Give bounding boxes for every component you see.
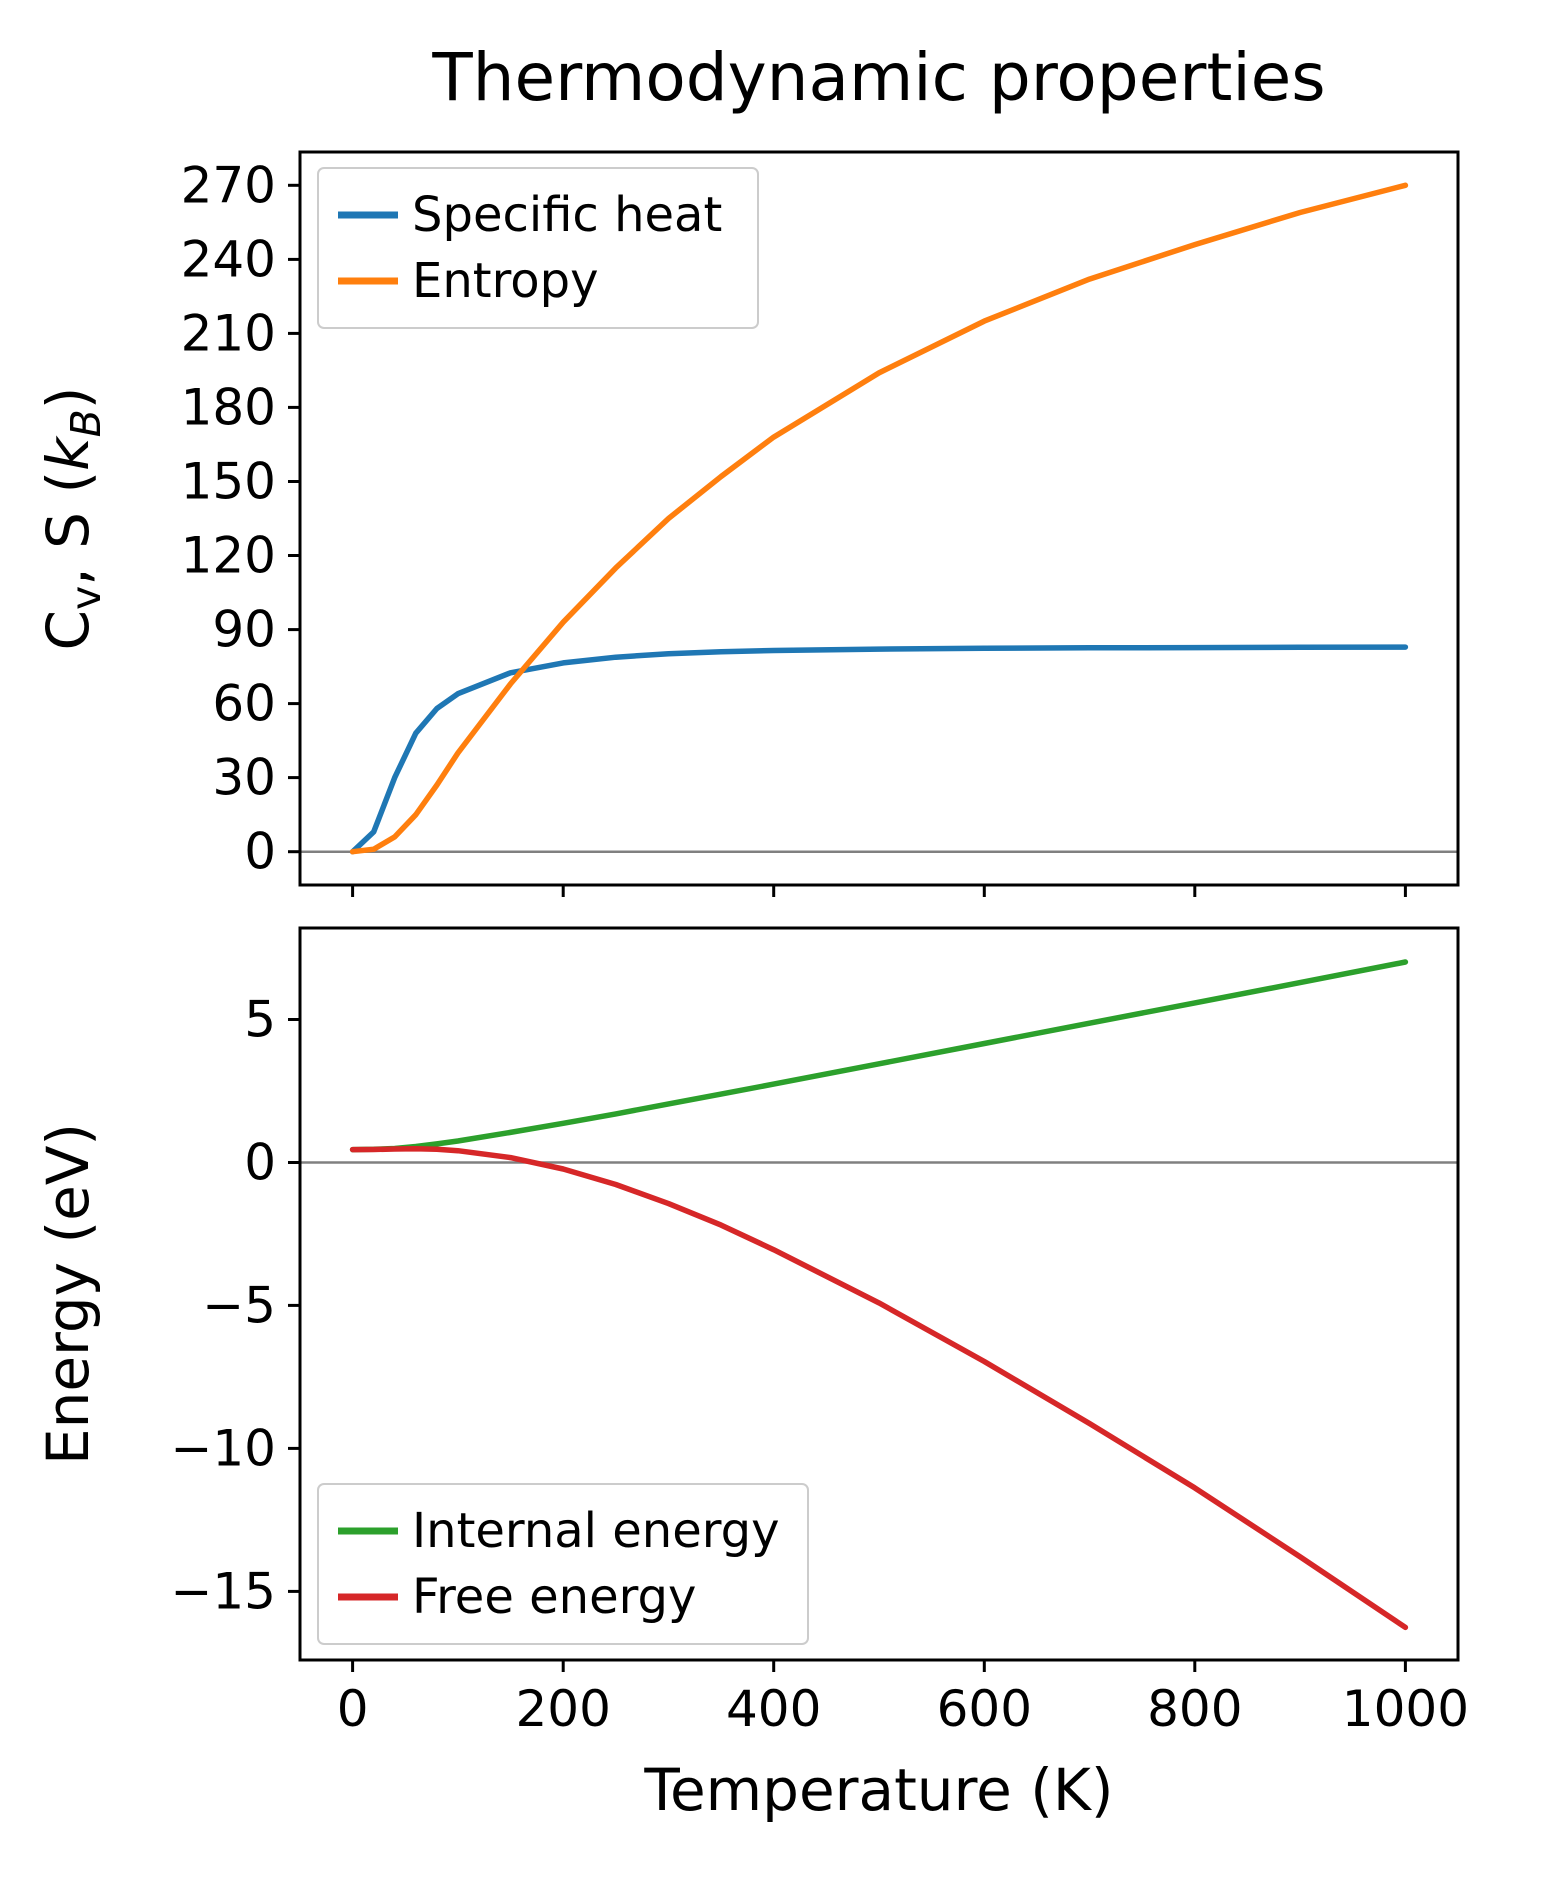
subplot-2: 0 200 400 600 800 1000 −15 −10 −5 0 5 Temperature (… bbox=[34, 926, 1469, 1824]
y-axis-label: Cv, S (kB) bbox=[34, 387, 110, 651]
entropy-line bbox=[349, 182, 1409, 855]
y-tick-label: 5 bbox=[244, 991, 276, 1049]
y-tick-label: 180 bbox=[181, 378, 276, 436]
x-axis-label: Temperature (K) bbox=[643, 1756, 1113, 1824]
y-axis-label: Energy (eV) bbox=[34, 1123, 102, 1465]
legend-label: Internal energy bbox=[412, 1503, 780, 1559]
axes-border bbox=[298, 926, 1460, 1662]
legend-box bbox=[317, 167, 759, 329]
y-tick-label: 270 bbox=[181, 156, 276, 214]
y-tick-label: 30 bbox=[212, 749, 276, 807]
x-tick-label: 400 bbox=[726, 1680, 821, 1738]
y-tick-label: −15 bbox=[170, 1562, 276, 1620]
legend-box bbox=[317, 1483, 809, 1645]
y-tick-label: 120 bbox=[181, 527, 276, 585]
specific-heat-line bbox=[349, 644, 1409, 855]
y-tick-label: 240 bbox=[181, 230, 276, 288]
legend: Specific heat Entropy bbox=[317, 167, 759, 329]
y-tick-label: 0 bbox=[244, 1134, 276, 1192]
y-tick-label: 90 bbox=[212, 601, 276, 659]
x-tick-label: 0 bbox=[337, 1680, 369, 1738]
legend: Internal energy Free energy bbox=[317, 1483, 809, 1645]
subplot-1: 0 30 60 90 120 150 180 210 240 270 Thermodynamic p… bbox=[34, 39, 1460, 897]
y-tick-label: 0 bbox=[244, 823, 276, 881]
y-tick-label: −5 bbox=[202, 1276, 276, 1334]
free-energy-line bbox=[349, 1145, 1409, 1631]
y-tick-label: 210 bbox=[181, 304, 276, 362]
y-tick-label: −10 bbox=[170, 1419, 276, 1477]
x-tick-label: 800 bbox=[1147, 1680, 1242, 1738]
x-tick-label: 600 bbox=[937, 1680, 1032, 1738]
y-tick-label: 150 bbox=[181, 453, 276, 511]
legend-label: Specific heat bbox=[412, 187, 722, 243]
x-tick-label: 200 bbox=[515, 1680, 610, 1738]
y-tick-label: 60 bbox=[212, 675, 276, 733]
x-tick-label: 1000 bbox=[1342, 1680, 1469, 1738]
legend-label: Entropy bbox=[412, 253, 599, 309]
chart-title: Thermodynamic properties bbox=[431, 39, 1325, 116]
axes-border bbox=[298, 150, 1460, 887]
legend-label: Free energy bbox=[412, 1569, 696, 1625]
